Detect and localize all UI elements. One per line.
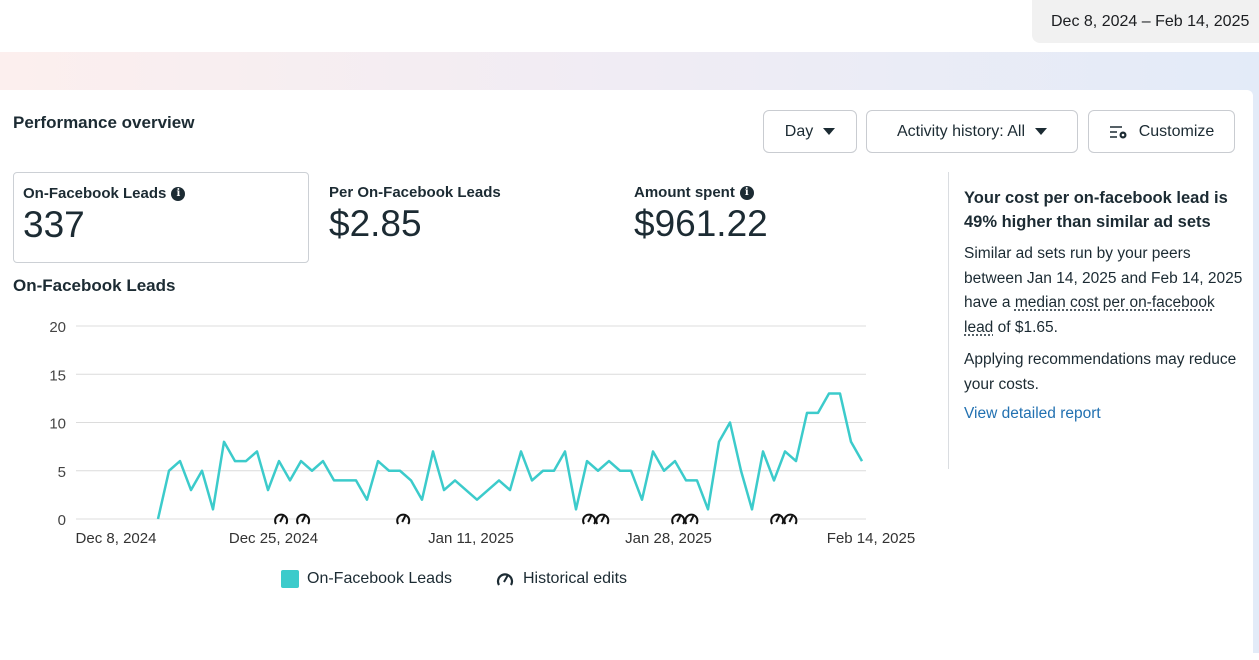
x-tick-label: Jan 11, 2025 xyxy=(428,530,514,547)
day-label: Day xyxy=(785,123,813,141)
y-tick-label: 0 xyxy=(58,512,66,529)
x-tick-label: Dec 25, 2024 xyxy=(229,530,318,547)
metric-on-facebook-leads[interactable]: On-Facebook Leads i 337 xyxy=(13,172,309,263)
day-dropdown[interactable]: Day xyxy=(763,110,857,153)
metric-label: On-Facebook Leads xyxy=(23,185,166,202)
metric-label: Amount spent xyxy=(634,184,735,201)
metric-value: 337 xyxy=(23,204,299,246)
insight-panel: Your cost per on-facebook lead is 49% hi… xyxy=(964,186,1244,423)
insight-heading: Your cost per on-facebook lead is 49% hi… xyxy=(964,186,1244,234)
leads-series-line xyxy=(158,394,862,519)
insight-recommendation: Applying recommendations may reduce your… xyxy=(964,348,1244,397)
caret-down-icon xyxy=(823,128,835,135)
legend-label: On-Facebook Leads xyxy=(307,570,452,588)
legend-swatch xyxy=(281,570,299,588)
legend-leads[interactable]: On-Facebook Leads xyxy=(281,570,452,588)
x-tick-label: Jan 28, 2025 xyxy=(625,530,712,547)
x-tick-label: Feb 14, 2025 xyxy=(827,530,915,547)
chart-title: On-Facebook Leads xyxy=(13,276,175,296)
metric-amount-spent[interactable]: Amount spent i $961.22 xyxy=(625,172,915,263)
x-tick-label: Dec 8, 2024 xyxy=(76,530,157,547)
legend-historical-edits[interactable]: Historical edits xyxy=(495,570,627,588)
info-icon[interactable]: i xyxy=(171,187,185,201)
customize-settings-icon xyxy=(1109,124,1129,140)
insight-text-part: of $1.65. xyxy=(993,319,1058,336)
info-icon[interactable]: i xyxy=(740,186,754,200)
customize-button[interactable]: Customize xyxy=(1088,110,1235,153)
metric-value: $961.22 xyxy=(634,203,906,245)
metric-label: Per On-Facebook Leads xyxy=(329,184,501,201)
y-tick-label: 15 xyxy=(49,367,66,384)
metric-per-lead[interactable]: Per On-Facebook Leads $2.85 xyxy=(320,172,610,263)
view-detailed-report-link[interactable]: View detailed report xyxy=(964,405,1244,423)
activity-label: Activity history: All xyxy=(897,123,1025,141)
customize-label: Customize xyxy=(1139,123,1215,141)
date-range-picker[interactable]: Dec 8, 2024 – Feb 14, 2025 xyxy=(1032,0,1259,43)
metric-value: $2.85 xyxy=(329,203,601,245)
y-tick-label: 10 xyxy=(49,416,66,433)
caret-down-icon xyxy=(1035,128,1047,135)
panel-title: Performance overview xyxy=(13,113,194,133)
y-tick-label: 20 xyxy=(49,319,66,336)
y-tick-label: 5 xyxy=(58,464,66,481)
divider xyxy=(948,172,949,469)
legend-label: Historical edits xyxy=(523,570,627,588)
insight-text: Similar ad sets run by your peers betwee… xyxy=(964,242,1244,340)
activity-history-dropdown[interactable]: Activity history: All xyxy=(866,110,1078,153)
leads-line-chart: 0 5 10 15 20 Dec 8, 2024 Dec 25, 2024 Jan 11, 2… xyxy=(0,300,940,560)
historical-edit-icon xyxy=(495,570,515,588)
